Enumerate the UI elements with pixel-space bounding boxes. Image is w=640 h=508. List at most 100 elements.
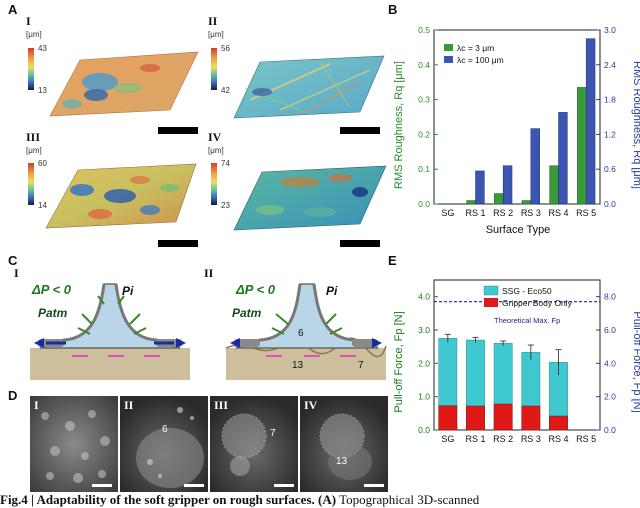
roughness-bar-lambda100 — [530, 128, 540, 205]
micrograph-3-label: III — [214, 398, 229, 412]
topography-map-4 — [211, 163, 387, 247]
roughness-ytick-right-label: 2.4 — [604, 60, 616, 70]
micrograph-2-label: II — [124, 398, 134, 412]
micrograph-4-label: IV — [304, 398, 318, 412]
map-3-min: 14 — [38, 201, 47, 210]
roughness-ytick-right-label: 1.2 — [604, 129, 616, 139]
map-1-min: 13 — [38, 86, 47, 95]
topography-map-1 — [28, 48, 199, 134]
roughness-ytick-left-label: 0.4 — [418, 60, 430, 70]
scale-bar-4 — [340, 240, 380, 247]
diagram-1-dp: ΔP < 0 — [32, 282, 71, 297]
pulloff-ytick-right-label: 2.0 — [604, 392, 616, 402]
microscopy-strip — [30, 396, 388, 492]
roughness-bar-lambda100 — [585, 38, 596, 205]
legend-swatch-blue — [444, 56, 453, 63]
roughness-ylabel-left: RMS Roughness, Rq [μm] — [393, 61, 405, 189]
diagram-2-callout-7: 7 — [358, 360, 364, 371]
caption-prefix: Fig.4 | — [0, 492, 37, 507]
colorbar-3 — [28, 163, 34, 205]
caption-bold: Adaptability of the soft gripper on roug… — [36, 492, 337, 507]
roughness-bar-lambda3 — [521, 200, 532, 205]
pulloff-plot-frame — [433, 279, 601, 431]
legend-swatch-cyan — [483, 285, 499, 296]
panel-c-letter: C — [8, 253, 18, 268]
roughness-bar-lambda100 — [502, 165, 513, 205]
roughness-xtick-label: RS 4 — [548, 208, 568, 218]
pulloff-bar-body — [466, 405, 485, 431]
legend-lambda-3: λc = 3 μm — [457, 43, 494, 53]
micrograph-3-callout: 7 — [270, 428, 276, 439]
map-4-max: 74 — [221, 159, 230, 168]
map-2-unit: [μm] — [208, 30, 224, 39]
diagram-1-pi: Pi — [122, 284, 134, 298]
diagram-1-label: I — [14, 266, 19, 280]
scale-bar-3 — [158, 240, 198, 247]
pulloff-ytick-left-label: 0.0 — [418, 425, 430, 435]
micrograph-4-callout: 13 — [336, 456, 348, 467]
pulloff-bar-body — [438, 405, 458, 431]
diagram-2-callout-6: 6 — [298, 328, 304, 339]
micrograph-4 — [300, 396, 388, 492]
roughness-bar-lambda3 — [577, 87, 587, 205]
scale-bar-1 — [158, 127, 198, 134]
colorbar-4 — [211, 163, 217, 205]
map-2-max: 56 — [221, 44, 230, 53]
pulloff-ytick-right-label: 8.0 — [604, 292, 616, 302]
pulloff-ytick-left-label: 2.0 — [418, 358, 430, 368]
roughness-chart: 0.0 0.1 0.2 0.3 0.4 0.5 0.0 0.6 1.2 1.8 2.4 3.0 SG RS… — [393, 25, 640, 236]
legend-lambda-100: λc = 100 μm — [457, 55, 504, 65]
roughness-xlabel: Surface Type — [486, 224, 551, 236]
panel-a-maps — [28, 48, 387, 247]
panel-a-letter: A — [8, 2, 18, 17]
diagram-2-callout-13: 13 — [292, 360, 304, 371]
roughness-bar-lambda3 — [466, 200, 476, 205]
roughness-xtick-label: RS 3 — [521, 208, 541, 218]
map-2-label: II — [208, 14, 218, 28]
pulloff-xtick-label: RS 5 — [576, 434, 596, 444]
gripper-diagrams — [30, 283, 387, 380]
substrate-flat — [30, 348, 190, 380]
legend-swatch-green — [444, 44, 453, 51]
map-1-label: I — [26, 14, 31, 28]
legend-gripper-body: Gripper Body Only — [502, 298, 573, 308]
pulloff-ytick-right-label: 0.0 — [604, 425, 616, 435]
roughness-ytick-right-label: 1.8 — [604, 95, 616, 105]
micrograph-1 — [30, 396, 118, 492]
figure-caption: Fig.4 | Adaptability of the soft gripper… — [0, 492, 479, 508]
pulloff-xtick-label: SG — [441, 434, 454, 444]
scale-bar-2 — [340, 127, 380, 134]
map-3-unit: [μm] — [26, 146, 42, 155]
roughness-ytick-right-label: 3.0 — [604, 25, 616, 35]
roughness-ylabel-right: RMS Roughness, Rq [μm] — [631, 61, 640, 189]
map-1-unit: [μm] — [26, 30, 42, 39]
theoretical-max-label: Theoretical Max. Fp — [494, 316, 560, 325]
diagram-2-pi: Pi — [326, 284, 338, 298]
roughness-ytick-right-label: 0.6 — [604, 164, 616, 174]
diagram-2-label: II — [204, 266, 214, 280]
roughness-bar-lambda100 — [558, 112, 568, 205]
roughness-xtick-label: RS 2 — [493, 208, 513, 218]
micrograph-3 — [210, 396, 298, 492]
topography-map-2 — [211, 48, 385, 134]
micrograph-2 — [120, 396, 208, 492]
pulloff-xtick-label: RS 2 — [493, 434, 513, 444]
pulloff-chart: 0.0 1.0 2.0 3.0 4.0 0.0 2.0 4.0 6.0 8.0 SG RS 1 RS 2… — [393, 279, 640, 444]
legend-swatch-red — [484, 298, 498, 307]
gripper-diagram-rough — [225, 283, 387, 380]
colorbar-2 — [211, 48, 217, 90]
roughness-bar-lambda100 — [475, 170, 485, 205]
caption-rest: Topographical 3D-scanned — [336, 492, 480, 507]
roughness-ytick-left-label: 0.3 — [418, 95, 430, 105]
pulloff-bar-body — [493, 403, 513, 431]
map-3-label: III — [26, 130, 41, 144]
diagram-1-patm: Patm — [38, 306, 68, 320]
roughness-bar-lambda3 — [494, 193, 504, 205]
legend-ssg: SSG - Eco50 — [502, 286, 552, 296]
gripper-diagram-flat — [30, 283, 190, 380]
pulloff-ylabel-left: Pull-off Force, Fp [N] — [393, 311, 405, 412]
roughness-ytick-left-label: 0.1 — [418, 164, 430, 174]
micrograph-1-label: I — [34, 398, 39, 412]
roughness-xtick-label: SG — [441, 208, 454, 218]
pulloff-xtick-label: RS 1 — [465, 434, 485, 444]
